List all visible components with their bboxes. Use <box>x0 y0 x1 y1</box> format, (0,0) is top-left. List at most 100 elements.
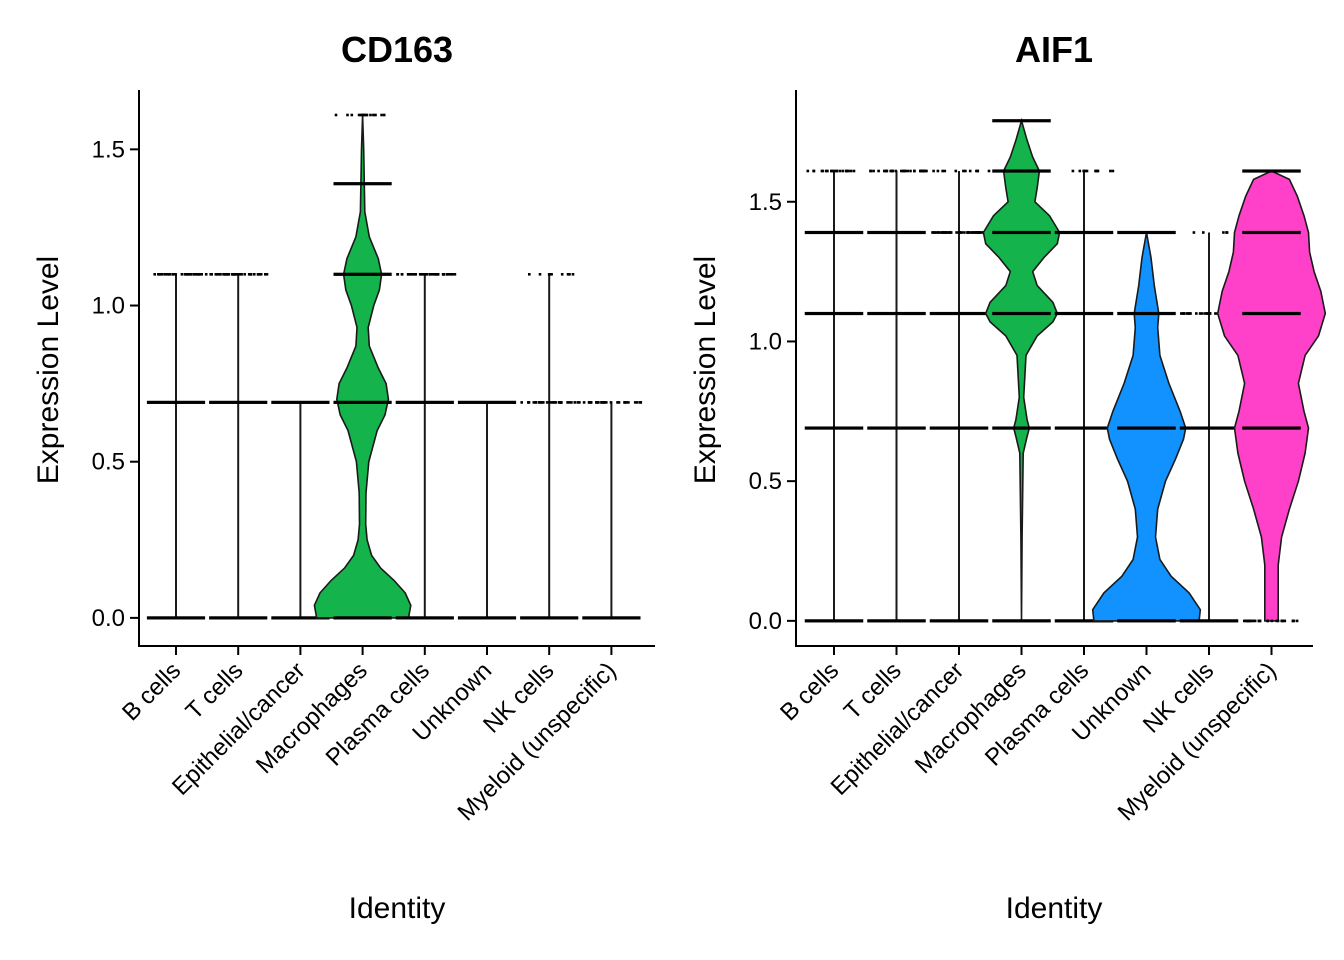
point <box>1283 619 1287 623</box>
point <box>944 231 948 234</box>
point <box>1078 169 1082 173</box>
point-band <box>929 311 989 316</box>
y-tick-label: 1.5 <box>749 189 782 216</box>
point-band <box>333 400 392 404</box>
points-epithelial-cancer <box>271 400 330 620</box>
point <box>225 273 228 276</box>
violin-macrophages <box>313 114 412 619</box>
point-band <box>1117 426 1176 430</box>
point <box>196 273 199 276</box>
point <box>1202 231 1205 234</box>
point <box>409 273 412 276</box>
point <box>164 273 168 276</box>
x-axis-label: Identity <box>1006 892 1103 925</box>
point-band <box>582 616 641 620</box>
point <box>964 169 967 173</box>
point <box>192 273 196 276</box>
point <box>1295 619 1299 623</box>
point <box>1200 312 1204 315</box>
point <box>542 401 545 404</box>
point-band <box>209 616 268 620</box>
point <box>431 273 434 276</box>
points-b-cells <box>804 169 864 623</box>
point <box>1205 312 1208 315</box>
y-axis-label: Expression Level <box>32 256 65 484</box>
point-band <box>1117 311 1176 316</box>
point <box>249 273 253 276</box>
violin-myeloid-unspecific- <box>1216 170 1327 622</box>
point <box>236 273 239 276</box>
point <box>820 169 824 173</box>
point <box>838 169 842 173</box>
point <box>845 169 849 173</box>
point <box>576 401 580 404</box>
point <box>214 273 218 276</box>
point <box>624 401 628 404</box>
point <box>346 113 349 117</box>
points-unknown <box>457 400 517 620</box>
point <box>1276 619 1280 623</box>
point <box>849 169 853 173</box>
point <box>936 169 940 173</box>
point-band <box>333 182 392 186</box>
point <box>168 273 171 276</box>
points-macrophages <box>992 119 1051 623</box>
point <box>578 401 581 404</box>
point <box>589 401 593 404</box>
point <box>597 401 600 404</box>
point <box>1214 312 1217 315</box>
point <box>968 169 972 173</box>
point <box>1203 312 1206 315</box>
point <box>534 401 537 404</box>
point <box>1225 231 1228 234</box>
point <box>197 273 201 276</box>
point-band <box>520 616 579 620</box>
point <box>603 401 606 404</box>
y-tick-label: 0.0 <box>92 605 125 632</box>
point <box>382 113 386 117</box>
point <box>1082 169 1086 173</box>
point <box>970 231 974 234</box>
point <box>1270 619 1274 623</box>
point <box>1182 312 1186 315</box>
point-band <box>457 400 517 404</box>
violin-macrophages <box>982 117 1061 621</box>
point <box>243 273 246 276</box>
point <box>218 273 221 276</box>
point <box>1085 169 1089 173</box>
point <box>204 273 208 276</box>
point <box>183 273 187 276</box>
point <box>532 401 536 404</box>
point <box>627 401 630 404</box>
point <box>433 273 437 276</box>
point <box>573 401 577 404</box>
point <box>582 401 586 404</box>
point <box>980 231 983 234</box>
point <box>1188 312 1192 315</box>
point-band <box>992 426 1051 430</box>
point <box>571 273 575 276</box>
point <box>538 273 542 276</box>
point <box>234 273 237 276</box>
point <box>1186 312 1190 315</box>
point <box>259 273 263 276</box>
point <box>548 401 552 404</box>
point-band <box>271 400 330 404</box>
points-t-cells <box>867 169 928 623</box>
point <box>623 401 626 404</box>
point <box>222 273 225 276</box>
point <box>900 169 903 173</box>
point <box>361 113 365 117</box>
point <box>976 169 980 173</box>
point <box>889 169 892 173</box>
point-band <box>992 230 1051 235</box>
point <box>553 401 556 404</box>
point <box>617 401 621 404</box>
point <box>153 273 156 276</box>
point-band <box>1054 426 1114 430</box>
point <box>1109 169 1112 173</box>
y-tick-label: 1.5 <box>92 136 125 163</box>
y-tick-label: 0.0 <box>749 608 782 635</box>
point <box>903 169 907 173</box>
